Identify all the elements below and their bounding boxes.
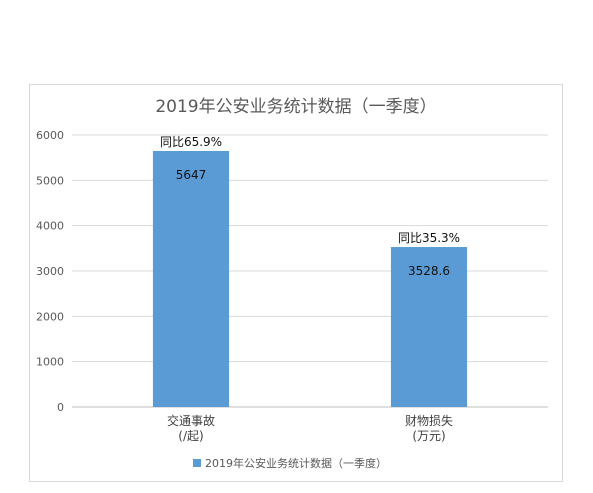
x-category-label: 财物损失 xyxy=(405,413,453,428)
chart-frame xyxy=(29,84,563,482)
bar xyxy=(152,151,230,407)
y-tick-label: 5000 xyxy=(36,174,64,187)
legend-label: 2019年公安业务统计数据（一季度） xyxy=(205,456,387,470)
x-axis-categories: 交通事故(/起) 财物损失(万元) xyxy=(167,413,453,443)
chart-title: 2019年公安业务统计数据（一季度） xyxy=(155,97,436,117)
y-tick-label: 2000 xyxy=(36,310,64,323)
bar-value-label: 3528.6 xyxy=(408,264,450,278)
legend: 2019年公安业务统计数据（一季度） xyxy=(193,456,387,470)
y-axis-ticks: 0 1000 2000 3000 4000 5000 6000 xyxy=(36,129,64,414)
gridlines xyxy=(72,134,548,408)
y-tick-label: 3000 xyxy=(36,265,64,278)
y-tick-label: 0 xyxy=(57,401,64,414)
y-tick-label: 1000 xyxy=(36,356,64,369)
yoy-annotation: 同比35.3% xyxy=(398,231,460,245)
y-tick-label: 6000 xyxy=(36,129,64,142)
bars xyxy=(152,151,468,407)
bar xyxy=(390,247,468,407)
legend-swatch xyxy=(193,459,201,467)
x-category-label: 交通事故 xyxy=(167,413,215,428)
bar-labels: 5647 同比65.9% 3528.6 同比35.3% xyxy=(160,135,460,278)
y-tick-label: 4000 xyxy=(36,220,64,233)
yoy-annotation: 同比65.9% xyxy=(160,135,222,149)
x-category-unit: (/起) xyxy=(178,429,203,443)
x-category-unit: (万元) xyxy=(412,429,445,443)
bar-value-label: 5647 xyxy=(176,168,207,182)
